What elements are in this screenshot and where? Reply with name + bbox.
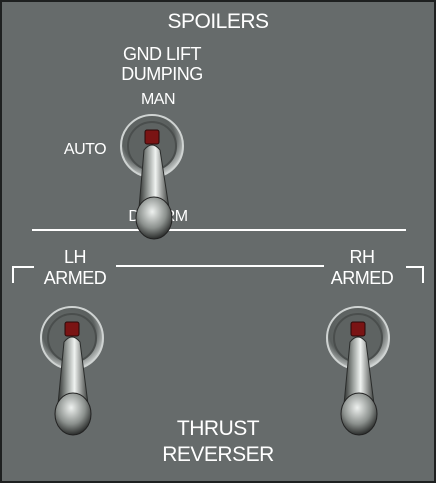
rh-label-line2: ARMED	[330, 268, 394, 288]
gnd-lift-switch-knob	[135, 196, 173, 240]
lh-switch-knob	[54, 392, 92, 436]
armed-bracket-left-horizontal	[12, 266, 34, 268]
thrust-reverser-title-line2: REVERSER	[162, 443, 274, 466]
rh-switch-knob	[340, 392, 378, 436]
gnd-lift-switch-red-indicator	[144, 129, 160, 145]
armed-bracket-right-vertical	[422, 266, 424, 283]
lh-switch-red-indicator	[64, 321, 80, 337]
gnd-lift-auto-label: AUTO	[63, 141, 107, 158]
armed-bracket-right-horizontal	[406, 266, 424, 268]
lh-label-line1: LH	[63, 247, 87, 267]
gnd-lift-man-label: MAN	[140, 91, 176, 108]
armed-bracket-center	[116, 265, 324, 267]
lh-label-line2: ARMED	[43, 268, 107, 288]
spoilers-title: SPOILERS	[167, 10, 269, 33]
gnd-lift-dumping-switch[interactable]	[114, 110, 200, 242]
rh-thrust-reverser-switch[interactable]	[318, 300, 404, 440]
rh-switch-red-indicator	[350, 321, 366, 337]
gnd-lift-title-line2: DUMPING	[121, 64, 203, 84]
thrust-reverser-title-line1: THRUST	[176, 417, 260, 440]
armed-bracket-left-vertical	[12, 266, 14, 283]
rh-label-line1: RH	[349, 247, 376, 267]
separator-line	[32, 229, 406, 231]
lh-thrust-reverser-switch[interactable]	[32, 300, 118, 440]
gnd-lift-title-line1: GND LIFT	[122, 44, 202, 64]
